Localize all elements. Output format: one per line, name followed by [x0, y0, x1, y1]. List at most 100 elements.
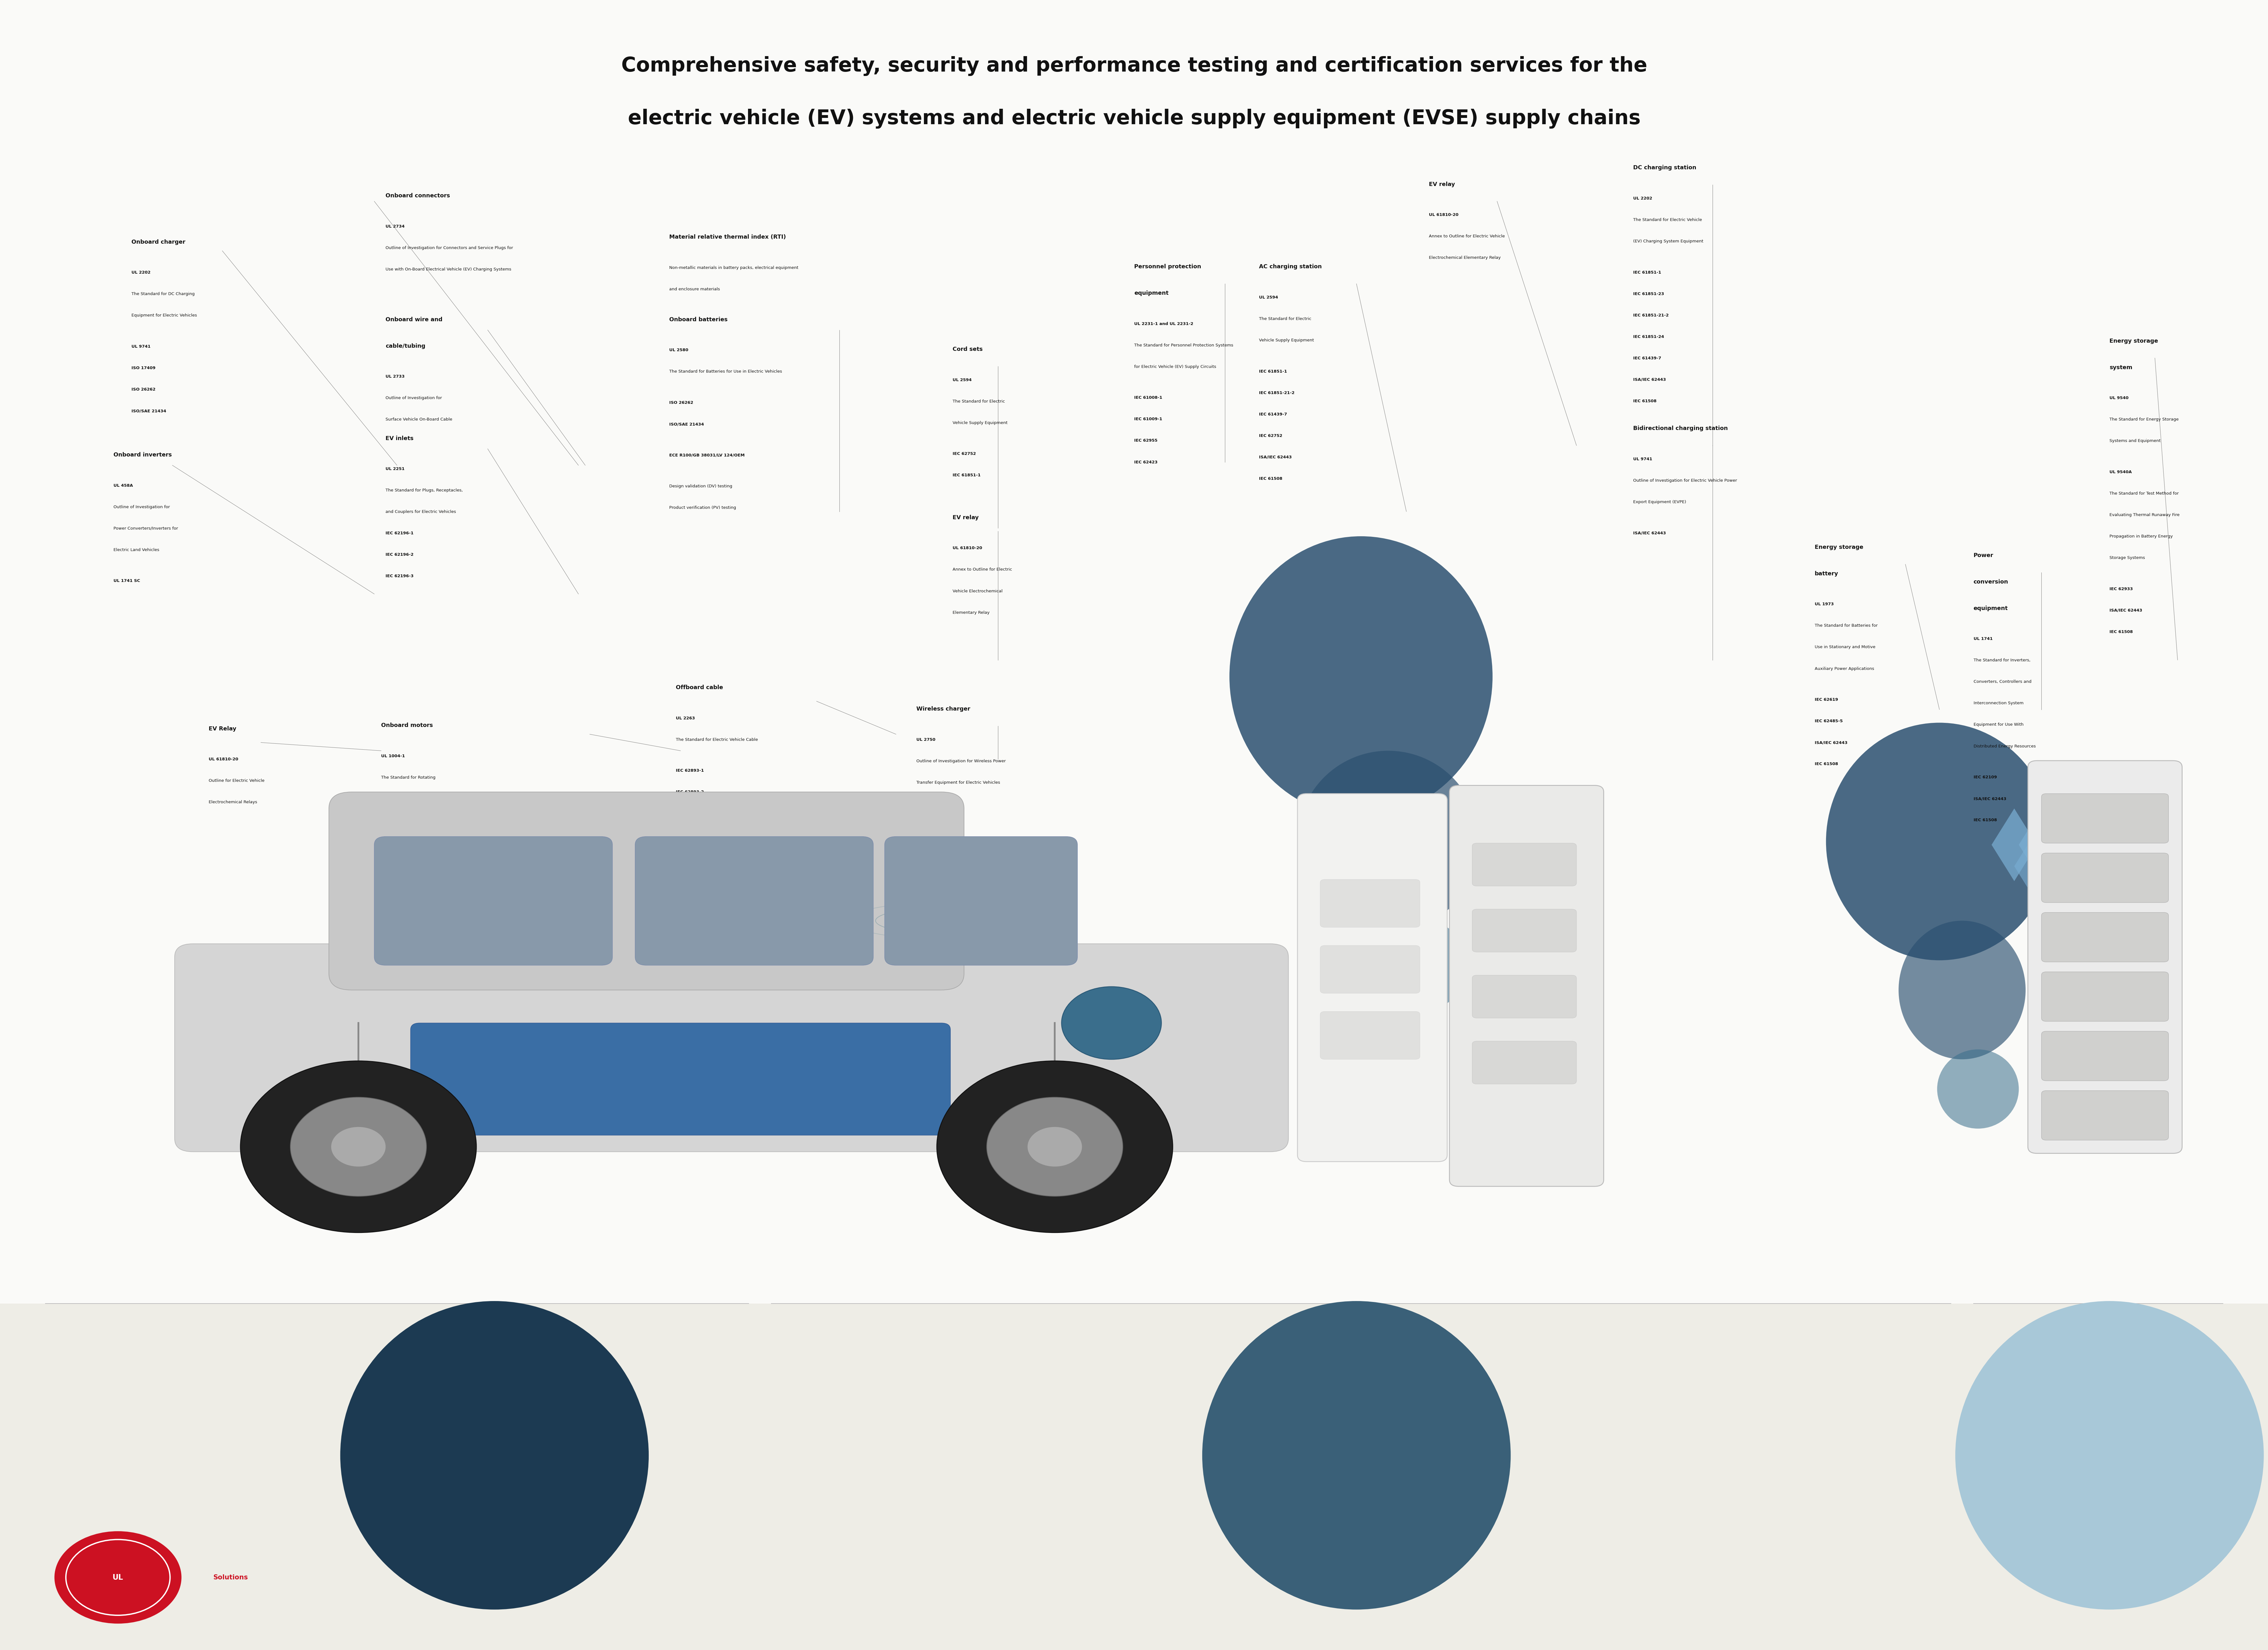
Text: Product verification (PV) testing: Product verification (PV) testing [669, 507, 735, 510]
Text: EV charger: EV charger [1338, 1452, 1374, 1459]
Text: conversion: conversion [1973, 579, 2007, 584]
Text: UL 1004-1: UL 1004-1 [381, 754, 404, 757]
FancyBboxPatch shape [1472, 975, 1576, 1018]
Text: UL 1741: UL 1741 [1973, 637, 1991, 640]
FancyBboxPatch shape [1320, 1011, 1420, 1059]
Text: Electric vehicle
with battery: Electric vehicle with battery [467, 1449, 522, 1462]
Text: DIN EN 60620: DIN EN 60620 [676, 855, 708, 858]
Polygon shape [2019, 808, 2064, 881]
Circle shape [937, 1061, 1173, 1233]
Text: IEC 62196-2: IEC 62196-2 [386, 553, 413, 556]
Text: IEC 62955: IEC 62955 [1134, 439, 1157, 442]
Text: IEC 61851-1: IEC 61851-1 [953, 474, 980, 477]
Text: UL 458A: UL 458A [113, 483, 134, 487]
Text: Comprehensive safety, security and performance testing and certification service: Comprehensive safety, security and perfo… [621, 56, 1647, 76]
Text: UL 9540: UL 9540 [2109, 396, 2127, 399]
Text: Surface Vehicle On-Board Cable: Surface Vehicle On-Board Cable [386, 417, 451, 421]
Text: UL 9741: UL 9741 [132, 345, 150, 348]
Circle shape [987, 1097, 1123, 1196]
Text: Energy storage: Energy storage [1814, 544, 1862, 549]
Text: Power Converters/Inverters for: Power Converters/Inverters for [113, 526, 177, 530]
Text: ISA/IEC 62443: ISA/IEC 62443 [1259, 455, 1290, 459]
Text: The Standard for Rotating: The Standard for Rotating [381, 776, 435, 779]
FancyBboxPatch shape [2041, 1031, 2168, 1081]
Text: IEC 61439-7: IEC 61439-7 [1633, 356, 1660, 360]
Text: IEC 62619: IEC 62619 [1814, 698, 1837, 701]
Text: IEC 61439-7: IEC 61439-7 [1259, 412, 1286, 416]
Text: ISA/IEC 62443: ISA/IEC 62443 [916, 812, 948, 815]
Ellipse shape [1202, 1302, 1510, 1609]
Text: EV relay: EV relay [1429, 182, 1456, 186]
Text: and enclosure materials: and enclosure materials [669, 287, 719, 290]
FancyBboxPatch shape [1320, 879, 1420, 927]
Ellipse shape [1937, 1049, 2019, 1129]
Text: IEC 62893-2: IEC 62893-2 [676, 790, 703, 794]
Text: The Standard for Electric Vehicle: The Standard for Electric Vehicle [1633, 218, 1701, 221]
Text: UL 2202: UL 2202 [1633, 196, 1651, 200]
FancyBboxPatch shape [1320, 945, 1420, 993]
Text: Onboard motors: Onboard motors [381, 723, 433, 728]
Text: UL 2202: UL 2202 [132, 271, 150, 274]
FancyBboxPatch shape [1449, 785, 1603, 1186]
Text: Annex to Outline for Electric Vehicle: Annex to Outline for Electric Vehicle [1429, 234, 1504, 238]
Text: UL 1973: UL 1973 [1814, 602, 1833, 606]
Text: Onboard connectors: Onboard connectors [386, 193, 449, 198]
Text: ISA/IEC 62443: ISA/IEC 62443 [1973, 797, 2005, 800]
Text: Electrochemical Relays: Electrochemical Relays [209, 800, 256, 804]
Text: ISA/IEC 62443: ISA/IEC 62443 [1633, 378, 1665, 381]
Text: IEC 61008-1: IEC 61008-1 [1134, 396, 1161, 399]
Text: IEC 62423: IEC 62423 [1134, 460, 1157, 464]
Text: UL 61810-20: UL 61810-20 [209, 757, 238, 761]
Text: IEC 61851-23: IEC 61851-23 [1633, 292, 1665, 295]
Ellipse shape [1898, 921, 2025, 1059]
Text: (EV) Charging System Equipment: (EV) Charging System Equipment [1633, 239, 1703, 243]
Ellipse shape [1297, 751, 1479, 932]
Text: Equipment for Electric Vehicles: Equipment for Electric Vehicles [132, 314, 197, 317]
Polygon shape [2046, 808, 2091, 881]
Text: Outline of Investigation for Connectors and Service Plugs for: Outline of Investigation for Connectors … [386, 246, 513, 249]
Text: IEC 62933: IEC 62933 [2109, 587, 2132, 591]
Text: Storage Systems: Storage Systems [2109, 556, 2146, 559]
Text: Vehicle Supply Equipment: Vehicle Supply Equipment [953, 421, 1007, 424]
Text: ECE R100/GB 38031/LV 124/OEM: ECE R100/GB 38031/LV 124/OEM [669, 454, 744, 457]
Text: ISO 17409: ISO 17409 [132, 366, 156, 370]
Text: IEC 62196-3: IEC 62196-3 [386, 574, 413, 578]
Text: UL 2733: UL 2733 [386, 375, 404, 378]
Text: Evaluating Thermal Runaway Fire: Evaluating Thermal Runaway Fire [2109, 513, 2180, 516]
Text: The Standard for Electric Vehicle Cable: The Standard for Electric Vehicle Cable [676, 738, 758, 741]
Circle shape [240, 1061, 476, 1233]
Text: Electrical Machines: Electrical Machines [381, 797, 422, 800]
Text: Power: Power [1973, 553, 1994, 558]
Text: The Standard for Electric: The Standard for Electric [953, 399, 1005, 403]
Circle shape [1061, 987, 1161, 1059]
FancyBboxPatch shape [635, 837, 873, 965]
Text: IEC 62893-4-1: IEC 62893-4-1 [676, 812, 708, 815]
Text: The Standard for Electric: The Standard for Electric [1259, 317, 1311, 320]
Text: Outline of Investigation for Wireless Power: Outline of Investigation for Wireless Po… [916, 759, 1005, 762]
Text: IEC 62752: IEC 62752 [1259, 434, 1281, 437]
Text: IEC 62109: IEC 62109 [1973, 776, 1996, 779]
Text: Vehicle Electrochemical: Vehicle Electrochemical [953, 589, 1002, 592]
Text: ISA/IEC 62443: ISA/IEC 62443 [2109, 609, 2141, 612]
Text: UL: UL [113, 1574, 122, 1581]
Text: IEC 62893-4-2: IEC 62893-4-2 [676, 833, 708, 837]
FancyBboxPatch shape [1472, 1041, 1576, 1084]
Text: UL 2231-1 and UL 2231-2: UL 2231-1 and UL 2231-2 [1134, 322, 1193, 325]
Text: Solutions: Solutions [213, 1574, 247, 1581]
Text: IEC 61508: IEC 61508 [1259, 477, 1281, 480]
Polygon shape [2064, 851, 2109, 924]
Text: The Standard for DC Charging: The Standard for DC Charging [132, 292, 195, 295]
FancyBboxPatch shape [1472, 909, 1576, 952]
Text: IEC 61851-21-2: IEC 61851-21-2 [1633, 314, 1669, 317]
Text: and Couplers for Electric Vehicles: and Couplers for Electric Vehicles [386, 510, 456, 513]
Text: IEC 61851-21-2: IEC 61851-21-2 [1259, 391, 1295, 394]
Text: EV Relay: EV Relay [209, 726, 236, 731]
Text: UL 2263: UL 2263 [676, 716, 694, 719]
Ellipse shape [1229, 536, 1492, 817]
Text: ISO/SAE 21434: ISO/SAE 21434 [669, 422, 703, 426]
Text: IEC 62485-5: IEC 62485-5 [1814, 719, 1842, 723]
FancyBboxPatch shape [1297, 794, 1447, 1162]
Polygon shape [2037, 851, 2082, 924]
Text: Distributed Energy Resources: Distributed Energy Resources [1973, 744, 2034, 747]
Polygon shape [2041, 830, 2087, 903]
